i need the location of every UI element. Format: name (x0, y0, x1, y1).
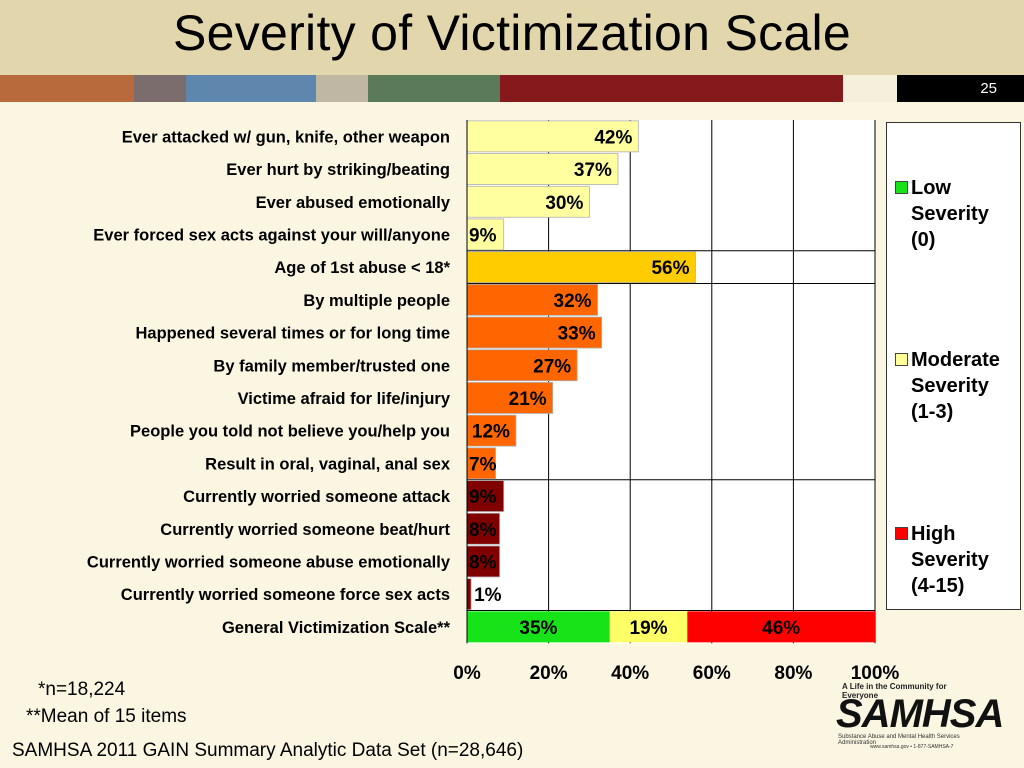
x-tick-label: 40% (611, 663, 649, 684)
data-label: 30% (545, 193, 583, 214)
legend-swatch (895, 527, 908, 540)
stripe-segment (186, 75, 316, 102)
data-label: 19% (630, 618, 668, 639)
x-tick-label: 80% (774, 663, 812, 684)
stacked-segment (467, 611, 610, 643)
legend-swatch (895, 181, 908, 194)
category-label: Result in oral, vaginal, anal sex (205, 455, 451, 473)
bar (466, 512, 501, 545)
data-label: 8% (469, 520, 497, 541)
data-label: 37% (574, 160, 612, 181)
category-label: Ever hurt by striking/beating (226, 161, 450, 179)
stripe-segment (897, 75, 1024, 102)
data-label: 42% (594, 127, 632, 148)
bar (466, 447, 496, 480)
category-label: Happened several times or for long time (136, 325, 451, 343)
legend-label: High Severity (4-15) (911, 523, 989, 597)
category-label: By multiple people (303, 292, 450, 310)
data-label: 32% (554, 291, 592, 312)
stacked-segment (687, 611, 875, 643)
bar (466, 185, 590, 218)
bar (466, 545, 501, 578)
x-tick-label: 20% (530, 663, 568, 684)
category-label: People you told not believe you/help you (130, 423, 450, 441)
slide-number: 25 (980, 80, 997, 97)
samhsa-logo: A Life in the Community for Everyone SAM… (810, 682, 1004, 754)
bar (466, 578, 472, 611)
mean-note: **Mean of 15 items (26, 706, 187, 727)
x-tick-label: 60% (693, 663, 731, 684)
stripe-segment (843, 75, 897, 102)
category-label: Age of 1st abuse < 18* (274, 259, 450, 277)
category-label: By family member/trusted one (213, 357, 450, 375)
data-label: 35% (519, 618, 557, 639)
data-label: 12% (472, 422, 510, 443)
bar (466, 480, 505, 512)
legend-label: Moderate Severity (1-3) (911, 349, 1000, 423)
data-label: 56% (651, 258, 689, 279)
data-label: 9% (469, 487, 497, 508)
bar (466, 120, 639, 153)
data-label: 8% (469, 552, 497, 573)
category-label: Ever attacked w/ gun, knife, other weapo… (122, 128, 450, 146)
category-label: Ever abused emotionally (256, 194, 451, 212)
data-label: 7% (469, 454, 497, 475)
stacked-segment (609, 611, 688, 643)
data-label: 21% (509, 389, 547, 410)
category-label: Victime afraid for life/injury (238, 390, 451, 408)
stripe-segment (0, 75, 134, 102)
stripe-segment (134, 75, 186, 102)
legend-label: Low Severity (0) (911, 177, 989, 251)
bar (466, 218, 505, 251)
logo-subtitle: Substance Abuse and Mental Health Servic… (838, 734, 960, 746)
data-label: 33% (558, 324, 596, 345)
data-label: 9% (469, 225, 497, 246)
data-label: 46% (762, 618, 800, 639)
legend-swatch (895, 353, 908, 366)
x-tick-label: 100% (851, 663, 900, 684)
logo-tagline: A Life in the Community for Everyone (842, 682, 947, 700)
bar (466, 251, 696, 284)
category-label: Currently worried someone beat/hurt (160, 521, 450, 539)
color-stripe (0, 75, 1024, 102)
bar (466, 283, 598, 316)
chart-legend: Low Severity (0) Moderate Severity (1-3) H… (886, 122, 1021, 610)
slide-title: Severity of Victimization Scale (172, 5, 852, 61)
bar (466, 153, 619, 185)
source-note: SAMHSA 2011 GAIN Summary Analytic Data S… (12, 740, 524, 761)
stripe-segment (500, 75, 843, 102)
category-label: Currently worried someone abuse emotiona… (87, 553, 451, 571)
sample-size-note: *n=18,224 (38, 679, 126, 700)
bar (466, 316, 603, 349)
category-label: Ever forced sex acts against your will/a… (93, 226, 450, 244)
bar (466, 414, 517, 447)
category-label: General Victimization Scale** (222, 619, 451, 637)
logo-url: www.samhsa.gov • 1-877-SAMHSA-7 (870, 744, 954, 750)
stripe-segment (316, 75, 368, 102)
logo-name: SAMHSA (836, 692, 1004, 736)
x-tick-label: 0% (453, 663, 481, 684)
category-label: Currently worried someone attack (183, 488, 451, 506)
category-label: Currently worried someone force sex acts (121, 586, 450, 604)
data-label: 27% (533, 356, 571, 377)
data-label: 1% (474, 585, 502, 606)
bar (466, 349, 578, 382)
stripe-segment (368, 75, 500, 102)
title-banner: Severity of Victimization Scale (0, 0, 1024, 75)
